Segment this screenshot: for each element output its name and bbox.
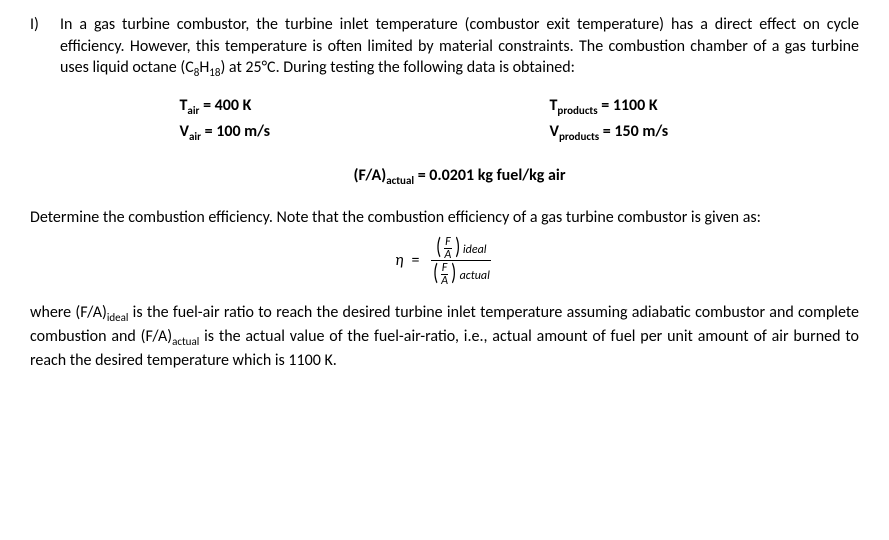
fa-actual: (F/A)actual = 0.0201 kg fuel/kg air [60,165,859,189]
paren: ) [455,235,460,259]
intro-paragraph: In a gas turbine combustor, the turbine … [60,14,859,81]
val: = 0.0201 kg fuel/kg air [414,166,565,185]
subscript: 18 [209,66,220,79]
paren: ( [433,261,438,285]
sym: V [550,122,559,141]
subscript: products [557,104,597,117]
page: I) In a gas turbine combustor, the turbi… [0,0,889,382]
f: F [444,236,452,249]
sym: V [180,122,189,141]
paren: ( [436,235,441,259]
subscript: actual [172,335,199,348]
data-row: Vair = 100 m/s Vproducts = 150 m/s [60,121,859,145]
val: = 150 m/s [599,122,668,141]
subscript: products [559,130,599,143]
subscript: actual [386,174,414,187]
sub-ideal: ideal [463,242,487,258]
f: F [441,262,449,275]
problem-marker: I) [30,14,60,36]
fa-mini: F A [441,262,449,287]
text: where (F/A) [30,303,107,322]
sub-actual: actual [460,268,490,284]
text: H [199,58,209,77]
subscript: ideal [107,311,129,324]
fa-mini: F A [444,236,452,261]
problem-body: In a gas turbine combustor, the turbine … [60,14,859,207]
footer-paragraph: where (F/A)ideal is the fuel-air ratio t… [30,302,859,372]
subscript: air [187,104,199,117]
val: = 100 m/s [201,122,270,141]
val: = 400 K [199,96,251,115]
formula: η = ( F A ) ideal ( F A [30,235,859,286]
eta: η [395,250,403,272]
label: (F/A) [353,166,386,185]
fraction: ( F A ) ideal ( F A ) actual [428,235,494,286]
problem: I) In a gas turbine combustor, the turbi… [30,14,859,207]
numerator: ( F A ) ideal [431,235,491,261]
val: = 1100 K [598,96,658,115]
v-air: Vair = 100 m/s [180,121,370,145]
paren: ) [451,261,456,285]
subscript: air [189,130,201,143]
t-air: Tair = 400 K [180,95,370,119]
determine-paragraph: Determine the combustion efficiency. Not… [30,207,859,229]
v-products: Vproducts = 150 m/s [550,121,740,145]
denominator: ( F A ) actual [428,261,494,286]
text: ) at 25°C. During testing the following … [220,58,575,77]
equals: = [412,250,420,272]
t-products: Tproducts = 1100 K [550,95,740,119]
a: A [441,275,448,287]
data-block: Tair = 400 K Tproducts = 1100 K Vair = 1… [60,95,859,145]
data-row: Tair = 400 K Tproducts = 1100 K [60,95,859,119]
